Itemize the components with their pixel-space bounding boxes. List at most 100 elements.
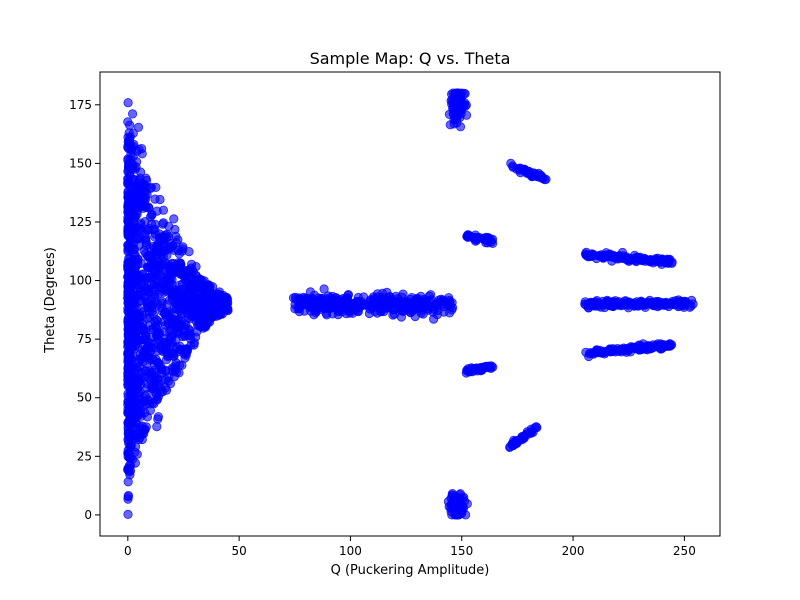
scatter-point xyxy=(605,345,615,356)
scatter-point xyxy=(128,109,138,119)
scatter-point xyxy=(657,254,667,264)
scatter-point xyxy=(133,122,144,132)
scatter-point xyxy=(388,310,398,320)
scatter-point xyxy=(472,232,482,243)
scatter-point xyxy=(128,310,138,320)
scatter-point xyxy=(606,299,616,310)
scatter-point xyxy=(123,117,133,127)
scatter-point xyxy=(155,270,165,280)
scatter-point xyxy=(688,299,698,309)
scatter-point xyxy=(123,490,133,501)
scatter-point xyxy=(216,301,227,311)
scatter-point xyxy=(416,308,426,318)
y-tick-label: 125 xyxy=(69,215,92,229)
scatter-point xyxy=(124,276,134,286)
scatter-point xyxy=(305,287,315,297)
scatter-point xyxy=(167,267,177,277)
scatter-point xyxy=(666,298,677,309)
x-tick-label: 0 xyxy=(124,544,132,558)
scatter-point xyxy=(123,509,133,520)
scatter-point xyxy=(137,402,147,412)
x-axis-label: Q (Puckering Amplitude) xyxy=(331,563,490,578)
scatter-point xyxy=(133,277,144,287)
scatter-point xyxy=(664,339,674,349)
scatter-point xyxy=(123,192,133,202)
scatter-point xyxy=(477,365,487,375)
scatter-point xyxy=(526,424,536,434)
scatter-point xyxy=(175,341,185,351)
scatter-point xyxy=(123,98,133,108)
scatter-point xyxy=(376,306,386,317)
scatter-point xyxy=(167,338,177,348)
scatter-point xyxy=(170,364,181,375)
scatter-point xyxy=(636,344,647,354)
scatter-point xyxy=(161,383,171,393)
ticks-layer: 0 50 100 150 200 250 0 25 50 75 100 125 150 175 xyxy=(69,98,696,558)
scatter-point xyxy=(149,365,160,375)
scatter-point xyxy=(171,231,181,241)
scatter-point xyxy=(178,242,188,252)
scatter-point xyxy=(155,336,165,346)
scatter-point xyxy=(149,280,159,290)
scatter-point xyxy=(184,247,194,257)
scatter-point xyxy=(180,331,190,341)
scatter-point xyxy=(332,301,342,311)
scatter-point xyxy=(584,351,594,362)
scatter-point xyxy=(453,88,463,98)
scatter-point xyxy=(171,288,181,299)
scatter-point xyxy=(144,320,154,331)
scatter-point xyxy=(125,414,135,424)
scatter-point xyxy=(159,281,169,291)
scatter-point xyxy=(648,300,658,310)
scatter-point xyxy=(519,432,530,442)
scatter-point xyxy=(356,297,367,307)
scatter-point xyxy=(153,391,163,402)
scatter-point xyxy=(123,381,133,391)
scatter-point xyxy=(485,362,495,372)
scatter-point xyxy=(158,219,168,229)
scatter-point xyxy=(223,305,233,316)
scatter-point xyxy=(140,366,151,376)
scatter-point xyxy=(139,179,149,189)
x-tick-label: 50 xyxy=(231,544,246,558)
scatter-point xyxy=(352,306,363,316)
x-tick-label: 250 xyxy=(673,544,696,558)
scatter-point xyxy=(460,510,471,520)
scatter-point xyxy=(197,310,207,320)
plot-frame xyxy=(99,71,721,537)
points-layer xyxy=(123,88,698,520)
scatter-point xyxy=(123,356,133,367)
scatter-point xyxy=(123,397,133,407)
scatter-point xyxy=(184,291,195,302)
scatter-point xyxy=(207,303,217,314)
scatter-point xyxy=(158,247,168,257)
scatter-point xyxy=(137,149,147,159)
y-tick-label: 25 xyxy=(77,449,92,463)
scatter-point xyxy=(124,159,134,169)
scatter-point xyxy=(131,261,141,271)
scatter-point xyxy=(175,260,186,271)
scatter-point xyxy=(396,297,407,307)
scatter-point xyxy=(402,304,412,315)
scatter-point xyxy=(319,284,329,294)
scatter-point xyxy=(154,229,164,239)
scatter-point xyxy=(124,348,134,358)
x-tick-label: 200 xyxy=(562,544,585,558)
scatter-point xyxy=(465,365,475,375)
scatter-point xyxy=(626,254,636,264)
scatter-point xyxy=(448,496,458,507)
x-tick-label: 150 xyxy=(450,544,473,558)
scatter-point xyxy=(177,360,187,370)
scatter-point xyxy=(293,304,303,314)
scatter-point xyxy=(153,412,163,422)
scatter-point xyxy=(159,308,169,318)
scatter-point xyxy=(376,293,386,304)
scatter-point xyxy=(141,202,152,212)
scatter-point xyxy=(315,303,326,313)
scatter-point xyxy=(145,212,156,222)
scatter-point xyxy=(508,162,518,172)
scatter-point xyxy=(149,259,160,269)
scatter-point xyxy=(532,170,542,180)
scatter-point xyxy=(123,477,133,487)
